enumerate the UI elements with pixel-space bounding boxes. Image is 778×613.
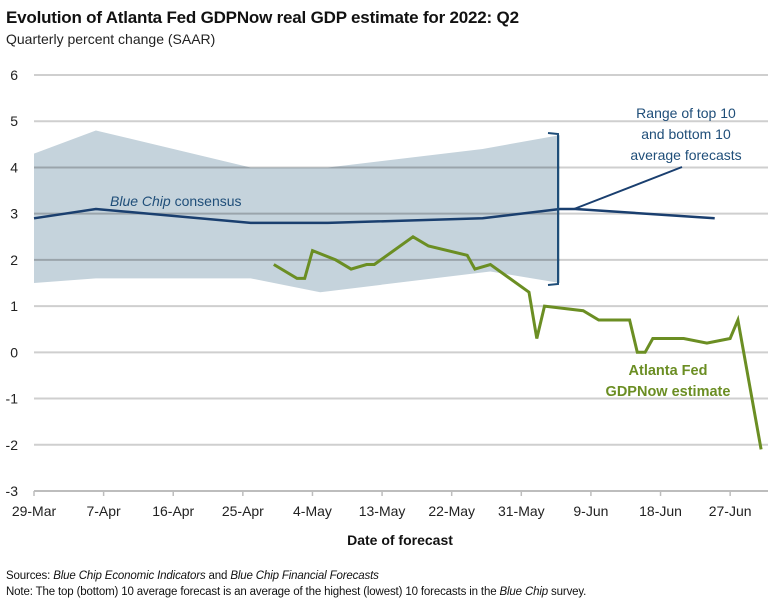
x-tick-label-8: 9-Jun	[573, 503, 608, 519]
x-tick-label-9: 18-Jun	[639, 503, 682, 519]
note-end: survey.	[548, 586, 587, 598]
x-axis: 29-Mar 7-Apr 16-Apr 25-Apr 4-May 13-May 22-May…	[12, 490, 768, 519]
y-tick-label-1: 5	[10, 113, 18, 129]
x-tick-label-2: 16-Apr	[152, 503, 194, 519]
y-tick-label-6: 0	[10, 344, 18, 360]
footnote: Note: The top (bottom) 10 average foreca…	[6, 586, 586, 598]
note-label: Note:	[6, 586, 33, 598]
y-tick-label-2: 4	[10, 159, 18, 175]
x-tick-label-7: 31-May	[498, 503, 545, 519]
chart-title: Evolution of Atlanta Fed GDPNow real GDP…	[6, 8, 519, 27]
blue-chip-consensus-line	[33, 207, 715, 225]
y-tick-label-5: 1	[10, 298, 18, 314]
sources-and: and	[205, 570, 231, 582]
annotations-layer: Blue Chip consensus Range of top 10 and …	[110, 105, 742, 400]
y-tick-label-7: -1	[6, 391, 19, 407]
gdpnow-label-line-2: GDPNow estimate	[606, 384, 731, 400]
series-layer	[33, 207, 763, 450]
x-tick-label-4: 4-May	[293, 503, 332, 519]
sources-label: Sources:	[6, 570, 51, 582]
range-band	[34, 130, 560, 293]
y-tick-label-0: 6	[10, 67, 18, 83]
sources-part1: Blue Chip Economic Indicators	[53, 570, 206, 582]
range-label-line-2: and bottom 10	[641, 126, 731, 142]
range-leader-line	[573, 166, 683, 210]
y-tick-label-9: -3	[6, 483, 19, 499]
note-text: The top (bottom) 10 average forecast is …	[32, 586, 500, 598]
y-tick-label-4: 2	[10, 252, 18, 268]
x-axis-title: Date of forecast	[347, 532, 453, 548]
x-tick-label-5: 13-May	[359, 503, 406, 519]
range-bracket	[547, 132, 559, 286]
consensus-label-italic: Blue Chip	[110, 193, 171, 209]
consensus-label: Blue Chip consensus	[110, 193, 242, 209]
consensus-label-rest: consensus	[171, 193, 242, 209]
x-tick-label-6: 22-May	[428, 503, 475, 519]
sources-note: Sources: Blue Chip Economic Indicators a…	[6, 570, 379, 582]
range-label-line-1: Range of top 10	[636, 105, 736, 121]
chart-subtitle: Quarterly percent change (SAAR)	[6, 31, 216, 47]
y-tick-label-8: -2	[6, 437, 19, 453]
sources-part2: Blue Chip Financial Forecasts	[230, 570, 379, 582]
y-axis-labels: 6 5 4 3 2 1 0 -1 -2 -3	[6, 67, 19, 499]
x-tick-label-0: 29-Mar	[12, 503, 57, 519]
x-tick-label-1: 7-Apr	[86, 503, 121, 519]
range-label-line-3: average forecasts	[630, 147, 741, 163]
gdpnow-label-line-1: Atlanta Fed	[629, 363, 708, 379]
gdpnow-estimate-line	[273, 235, 763, 450]
x-tick-label-3: 25-Apr	[222, 503, 264, 519]
y-tick-label-3: 3	[10, 206, 18, 222]
note-italic: Blue Chip	[499, 586, 549, 598]
x-tick-label-10: 27-Jun	[709, 503, 752, 519]
range-band-layer	[34, 130, 560, 293]
